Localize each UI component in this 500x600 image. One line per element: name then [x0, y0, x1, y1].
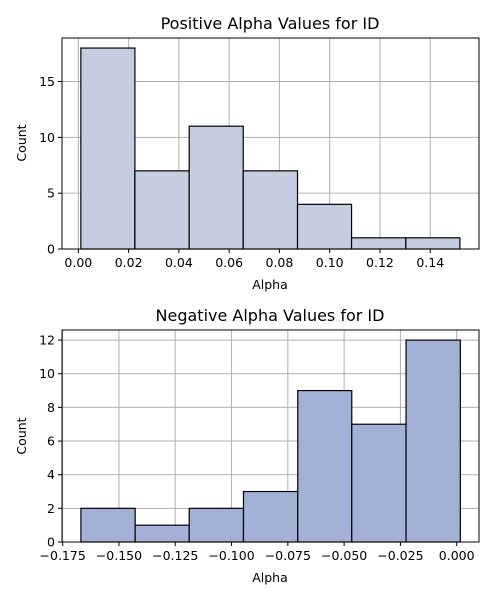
histogram-bar	[405, 237, 461, 250]
chart-title: Negative Alpha Values for ID	[156, 306, 385, 325]
plot-frame	[61, 37, 480, 250]
x-axis-label: Alpha	[252, 570, 288, 585]
y-axis-label: Count	[14, 417, 29, 454]
y-tick-label: 10	[39, 130, 55, 145]
x-tick-label: 0.06	[215, 255, 243, 270]
x-tick-label: −0.125	[152, 548, 198, 563]
x-tick-label: 0.00	[64, 255, 92, 270]
histogram-bar	[80, 507, 136, 543]
y-tick-label: 8	[47, 400, 55, 415]
histogram-bar	[134, 524, 190, 543]
plot-frame	[61, 329, 480, 543]
x-tick-label: −0.075	[265, 548, 311, 563]
x-tick-label: 0.08	[266, 255, 294, 270]
y-tick-label: 15	[39, 74, 55, 89]
x-tick-label: 0.10	[316, 255, 344, 270]
x-tick-label: −0.150	[96, 548, 142, 563]
y-tick-label: 2	[47, 501, 55, 516]
x-tick-label: 0.04	[165, 255, 193, 270]
histogram-bar	[242, 170, 299, 250]
y-axis-label: Count	[14, 124, 29, 161]
histogram-bar	[80, 47, 136, 250]
histogram-bar	[188, 507, 245, 543]
x-tick-label: 0.000	[439, 548, 475, 563]
x-tick-label: 0.14	[416, 255, 444, 270]
negative-alpha-chart: Negative Alpha Values for ID −0.175 −0.15…	[14, 306, 480, 585]
histogram-bar	[134, 170, 190, 250]
histogram-bar	[296, 203, 353, 250]
x-tick-label: 0.02	[115, 255, 143, 270]
y-tick-label: 6	[47, 434, 55, 449]
histogram-bar	[242, 490, 299, 543]
positive-alpha-chart: Positive Alpha Values for ID 0.00 0.02 0.0…	[14, 14, 480, 292]
x-tick-label: −0.175	[40, 548, 86, 563]
x-tick-label: 0.12	[366, 255, 394, 270]
x-tick-label: −0.025	[377, 548, 423, 563]
y-tick-label: 10	[39, 366, 55, 381]
y-tick-label: 5	[47, 186, 55, 201]
y-tick-label: 0	[47, 242, 55, 257]
y-tick-label: 4	[47, 467, 55, 482]
x-axis-label: Alpha	[252, 277, 288, 292]
x-tick-label: −0.050	[321, 548, 367, 563]
y-tick-label: 12	[39, 333, 55, 348]
histogram-bar	[297, 389, 353, 543]
histogram-bar	[350, 237, 407, 250]
y-tick-label: 0	[47, 535, 55, 550]
x-tick-label: −0.100	[208, 548, 254, 563]
chart-title: Positive Alpha Values for ID	[161, 14, 380, 33]
histogram-bar	[351, 423, 407, 543]
histogram-bar	[188, 125, 244, 250]
histogram-bar	[405, 339, 461, 543]
